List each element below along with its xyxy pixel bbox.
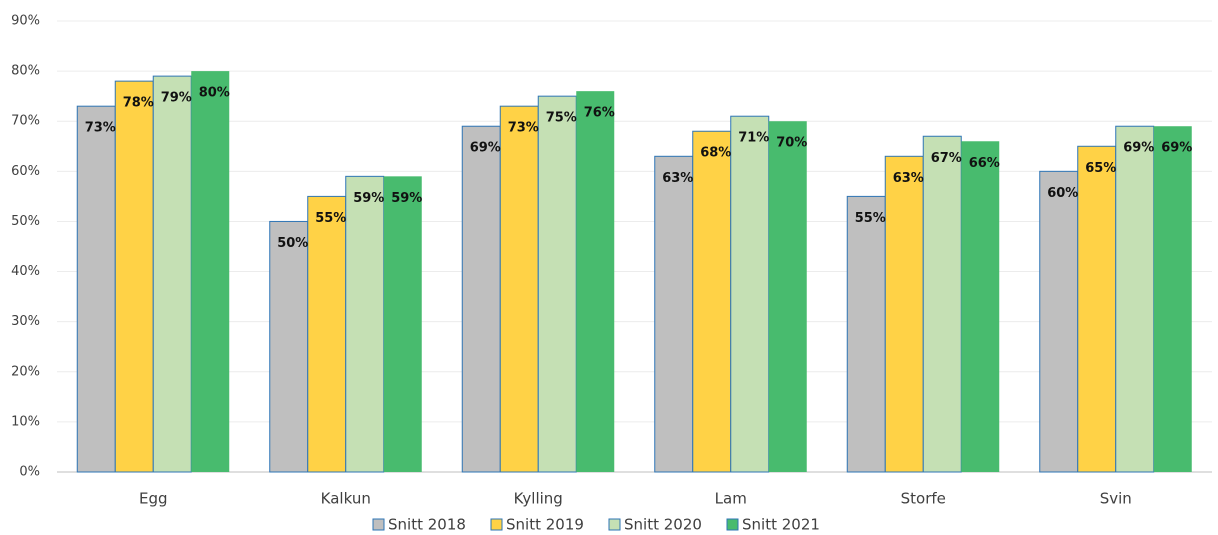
value-label: 59%	[391, 191, 422, 206]
x-tick-label: Storfe	[901, 490, 946, 508]
bar	[269, 220, 309, 473]
x-tick-label: Egg	[139, 490, 168, 508]
x-tick-label: Lam	[715, 490, 747, 508]
legend-swatch	[372, 518, 385, 531]
value-label: 55%	[855, 211, 886, 226]
legend-label: Snitt 2018	[388, 516, 466, 534]
legend-swatch	[608, 518, 621, 531]
bar	[114, 80, 154, 473]
bar	[730, 115, 770, 473]
value-label: 67%	[931, 151, 962, 166]
bar	[1039, 170, 1079, 473]
value-label: 71%	[738, 131, 769, 146]
legend-swatch	[490, 518, 503, 531]
value-label: 73%	[85, 121, 116, 136]
x-tick-label: Kylling	[514, 490, 563, 508]
y-tick-label: 20%	[11, 364, 40, 379]
y-tick-label: 70%	[11, 114, 40, 129]
bar	[846, 195, 886, 473]
value-label: 63%	[662, 171, 693, 186]
bar	[576, 91, 615, 473]
value-label: 79%	[161, 91, 192, 106]
value-label: 60%	[1047, 186, 1078, 201]
value-label: 63%	[893, 171, 924, 186]
x-tick-label: Svin	[1100, 490, 1132, 508]
value-label: 80%	[199, 86, 230, 101]
bar	[692, 130, 732, 473]
bar	[76, 105, 116, 473]
bar	[654, 155, 694, 473]
value-label: 75%	[546, 111, 577, 126]
value-label: 50%	[277, 236, 308, 251]
bar	[152, 75, 192, 473]
value-label: 59%	[353, 191, 384, 206]
y-tick-label: 90%	[11, 14, 40, 29]
legend-label: Snitt 2021	[742, 516, 820, 534]
value-label: 55%	[315, 211, 346, 226]
bar	[461, 125, 501, 473]
value-label: 70%	[776, 136, 807, 151]
value-label: 69%	[470, 141, 501, 156]
y-tick-label: 80%	[11, 64, 40, 79]
bar	[922, 135, 962, 473]
value-label: 73%	[508, 121, 539, 136]
y-tick-label: 50%	[11, 214, 40, 229]
bar	[768, 121, 807, 472]
y-tick-label: 10%	[11, 414, 40, 429]
value-label: 65%	[1085, 161, 1116, 176]
value-label: 69%	[1161, 141, 1192, 156]
bar	[191, 71, 230, 472]
legend-label: Snitt 2020	[624, 516, 702, 534]
y-tick-label: 60%	[11, 164, 40, 179]
bar	[383, 176, 422, 472]
legend-swatch	[726, 518, 739, 531]
x-tick-label: Kalkun	[321, 490, 371, 508]
bar	[345, 175, 385, 473]
value-label: 66%	[969, 156, 1000, 171]
bar	[537, 95, 577, 473]
value-label: 68%	[700, 146, 731, 161]
value-label: 78%	[123, 96, 154, 111]
legend-label: Snitt 2019	[506, 516, 584, 534]
y-tick-label: 40%	[11, 264, 40, 279]
value-label: 69%	[1123, 141, 1154, 156]
bar	[1077, 145, 1117, 473]
bar	[1115, 125, 1155, 473]
bar	[307, 195, 347, 473]
bar	[1153, 126, 1192, 472]
bar	[884, 155, 924, 473]
bar	[961, 141, 1000, 472]
bar	[499, 105, 539, 473]
y-tick-label: 30%	[11, 314, 40, 329]
value-label: 76%	[584, 106, 615, 121]
y-tick-label: 0%	[19, 465, 40, 480]
